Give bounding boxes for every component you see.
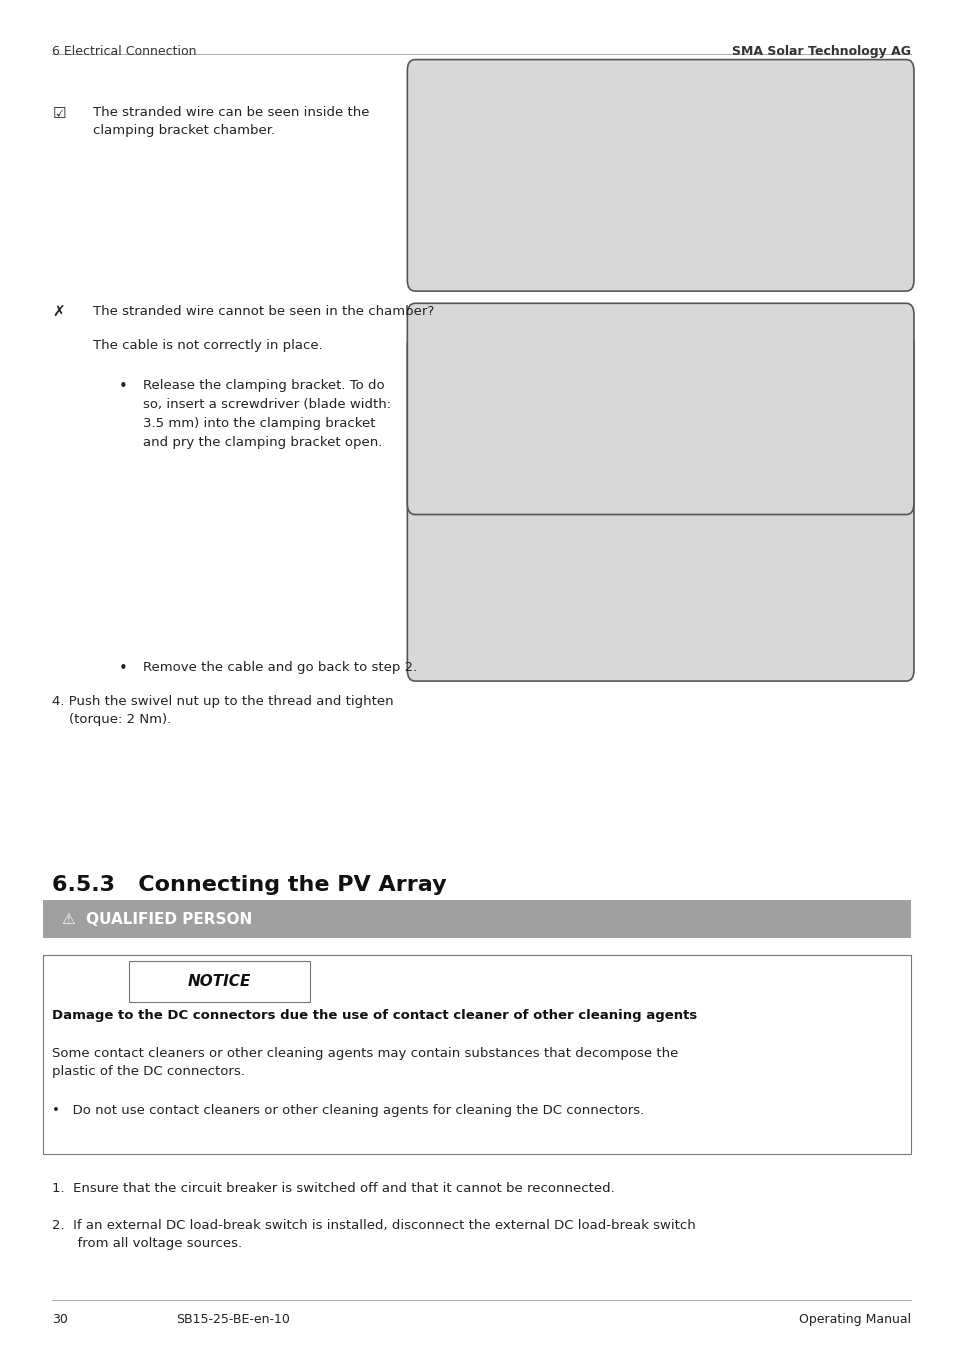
- Text: SMA Solar Technology AG: SMA Solar Technology AG: [731, 45, 910, 58]
- FancyBboxPatch shape: [43, 955, 910, 1154]
- Text: NOTICE: NOTICE: [188, 974, 251, 990]
- Text: •: •: [119, 379, 128, 394]
- Text: ☑: ☑: [52, 106, 66, 121]
- Text: 6 Electrical Connection: 6 Electrical Connection: [52, 45, 196, 58]
- Text: Damage to the DC connectors due the use of contact cleaner of other cleaning age: Damage to the DC connectors due the use …: [52, 1009, 697, 1022]
- Text: 1.  Ensure that the circuit breaker is switched off and that it cannot be reconn: 1. Ensure that the circuit breaker is sw…: [52, 1182, 615, 1196]
- Text: 4. Push the swivel nut up to the thread and tighten
    (torque: 2 Nm).: 4. Push the swivel nut up to the thread …: [52, 695, 394, 726]
- FancyBboxPatch shape: [407, 303, 913, 515]
- Text: •: •: [119, 661, 128, 676]
- FancyBboxPatch shape: [407, 60, 913, 291]
- Text: SB15-25-BE-en-10: SB15-25-BE-en-10: [176, 1313, 290, 1327]
- Text: ⚠  QUALIFIED PERSON: ⚠ QUALIFIED PERSON: [62, 911, 252, 927]
- Text: Release the clamping bracket. To do
so, insert a screwdriver (blade width:
3.5 m: Release the clamping bracket. To do so, …: [143, 379, 391, 450]
- Text: The stranded wire cannot be seen in the chamber?: The stranded wire cannot be seen in the …: [92, 305, 434, 318]
- Text: ✗: ✗: [52, 305, 65, 320]
- FancyBboxPatch shape: [129, 961, 310, 1002]
- Text: 2.  If an external DC load-break switch is installed, disconnect the external DC: 2. If an external DC load-break switch i…: [52, 1219, 696, 1250]
- Text: The stranded wire can be seen inside the
clamping bracket chamber.: The stranded wire can be seen inside the…: [92, 106, 369, 137]
- Text: Operating Manual: Operating Manual: [798, 1313, 910, 1327]
- FancyBboxPatch shape: [43, 900, 910, 938]
- Text: Remove the cable and go back to step 2.: Remove the cable and go back to step 2.: [143, 661, 416, 674]
- FancyBboxPatch shape: [407, 334, 913, 681]
- Text: Some contact cleaners or other cleaning agents may contain substances that decom: Some contact cleaners or other cleaning …: [52, 1047, 679, 1078]
- Text: •   Do not use contact cleaners or other cleaning agents for cleaning the DC con: • Do not use contact cleaners or other c…: [52, 1104, 644, 1117]
- Text: The cable is not correctly in place.: The cable is not correctly in place.: [92, 338, 322, 352]
- Text: 30: 30: [52, 1313, 69, 1327]
- Text: 6.5.3   Connecting the PV Array: 6.5.3 Connecting the PV Array: [52, 875, 447, 895]
